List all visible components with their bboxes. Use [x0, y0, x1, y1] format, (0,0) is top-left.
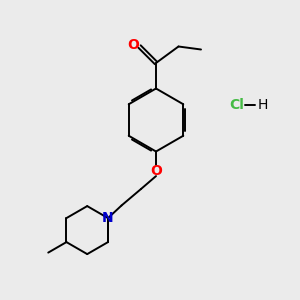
Text: N: N: [102, 211, 114, 225]
Text: H: H: [257, 98, 268, 112]
Text: O: O: [127, 38, 139, 52]
Text: Cl: Cl: [230, 98, 244, 112]
Text: O: O: [150, 164, 162, 178]
